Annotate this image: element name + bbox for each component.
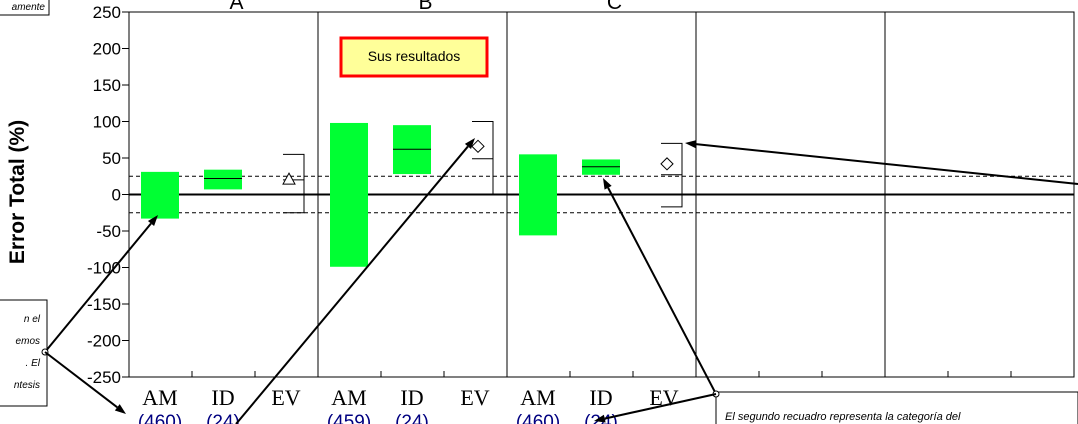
bar bbox=[204, 169, 242, 190]
note-text: ntesis bbox=[14, 380, 40, 391]
y-tick-label: 150 bbox=[93, 76, 121, 95]
count-label: (460) bbox=[516, 412, 560, 424]
note-text: n el bbox=[24, 314, 41, 325]
category-label: AM bbox=[520, 385, 555, 410]
note-text: amente bbox=[12, 2, 46, 13]
arrow-head bbox=[594, 414, 606, 423]
x-axis-labels: AM(460)ID(24)EVAM(459)ID(24)EVAM(460)ID(… bbox=[138, 385, 679, 424]
ev-bracket bbox=[661, 142, 683, 208]
category-label: ID bbox=[400, 385, 423, 410]
bar bbox=[330, 122, 368, 267]
y-tick-label: -150 bbox=[87, 295, 121, 314]
bar bbox=[519, 154, 557, 236]
y-axis: 250 200 150 100 50 0 -50 -100 -150 -200 -250 bbox=[87, 3, 129, 387]
bar bbox=[141, 171, 179, 219]
arrow-head bbox=[114, 404, 126, 414]
note-box-top-left bbox=[0, 0, 50, 16]
arrow-line bbox=[607, 187, 717, 395]
arrow-line bbox=[44, 222, 152, 353]
note-text: . El bbox=[26, 358, 41, 369]
arrow-head bbox=[603, 178, 612, 190]
arrow-line bbox=[695, 143, 1078, 185]
y-axis-label: Error Total (%) bbox=[6, 120, 29, 264]
diamond-point bbox=[660, 157, 674, 171]
ev-bracket bbox=[472, 121, 494, 195]
arrow-line bbox=[604, 393, 717, 420]
note-text: El segundo recuadro representa la catego… bbox=[725, 411, 961, 423]
category-label: EV bbox=[460, 385, 489, 410]
marks bbox=[282, 121, 683, 214]
count-label: (459) bbox=[327, 412, 371, 424]
y-tick-label: 0 bbox=[112, 186, 121, 205]
panel-label: C bbox=[607, 0, 622, 14]
arrow-head bbox=[685, 140, 697, 149]
y-tick-label: 250 bbox=[93, 3, 121, 22]
y-tick-label: -250 bbox=[87, 368, 121, 387]
annotation-arrows bbox=[41, 138, 1078, 424]
arrow-line bbox=[235, 145, 469, 424]
count-label: (460) bbox=[138, 412, 182, 424]
panel-label: A bbox=[229, 0, 243, 14]
category-label: ID bbox=[211, 385, 234, 410]
note-text: emos bbox=[16, 336, 40, 347]
category-label: ID bbox=[589, 385, 612, 410]
count-label: (24) bbox=[395, 412, 429, 424]
triangle-point bbox=[282, 172, 296, 185]
y-tick-label: -50 bbox=[96, 222, 121, 241]
y-tick-label: -200 bbox=[87, 332, 121, 351]
arrow-head bbox=[464, 138, 475, 150]
category-label: AM bbox=[142, 385, 177, 410]
y-tick-label: 50 bbox=[102, 149, 121, 168]
y-tick-label: -100 bbox=[87, 259, 121, 278]
y-tick-label: 200 bbox=[93, 40, 121, 59]
y-tick-label: 100 bbox=[93, 113, 121, 132]
legend-label: Sus resultados bbox=[368, 48, 461, 64]
bars bbox=[141, 122, 620, 267]
diamond-point bbox=[471, 139, 485, 154]
panel-labels: A B C bbox=[229, 0, 622, 14]
count-label: (24) bbox=[206, 412, 240, 424]
legend-box bbox=[339, 36, 489, 78]
panel-label: B bbox=[418, 0, 432, 14]
note-box-bottom-right bbox=[715, 391, 1078, 424]
category-label: EV bbox=[271, 385, 300, 410]
arrow-line bbox=[44, 351, 118, 409]
category-label: AM bbox=[331, 385, 366, 410]
grid-lines bbox=[129, 175, 1074, 214]
arrow-head bbox=[147, 215, 158, 227]
